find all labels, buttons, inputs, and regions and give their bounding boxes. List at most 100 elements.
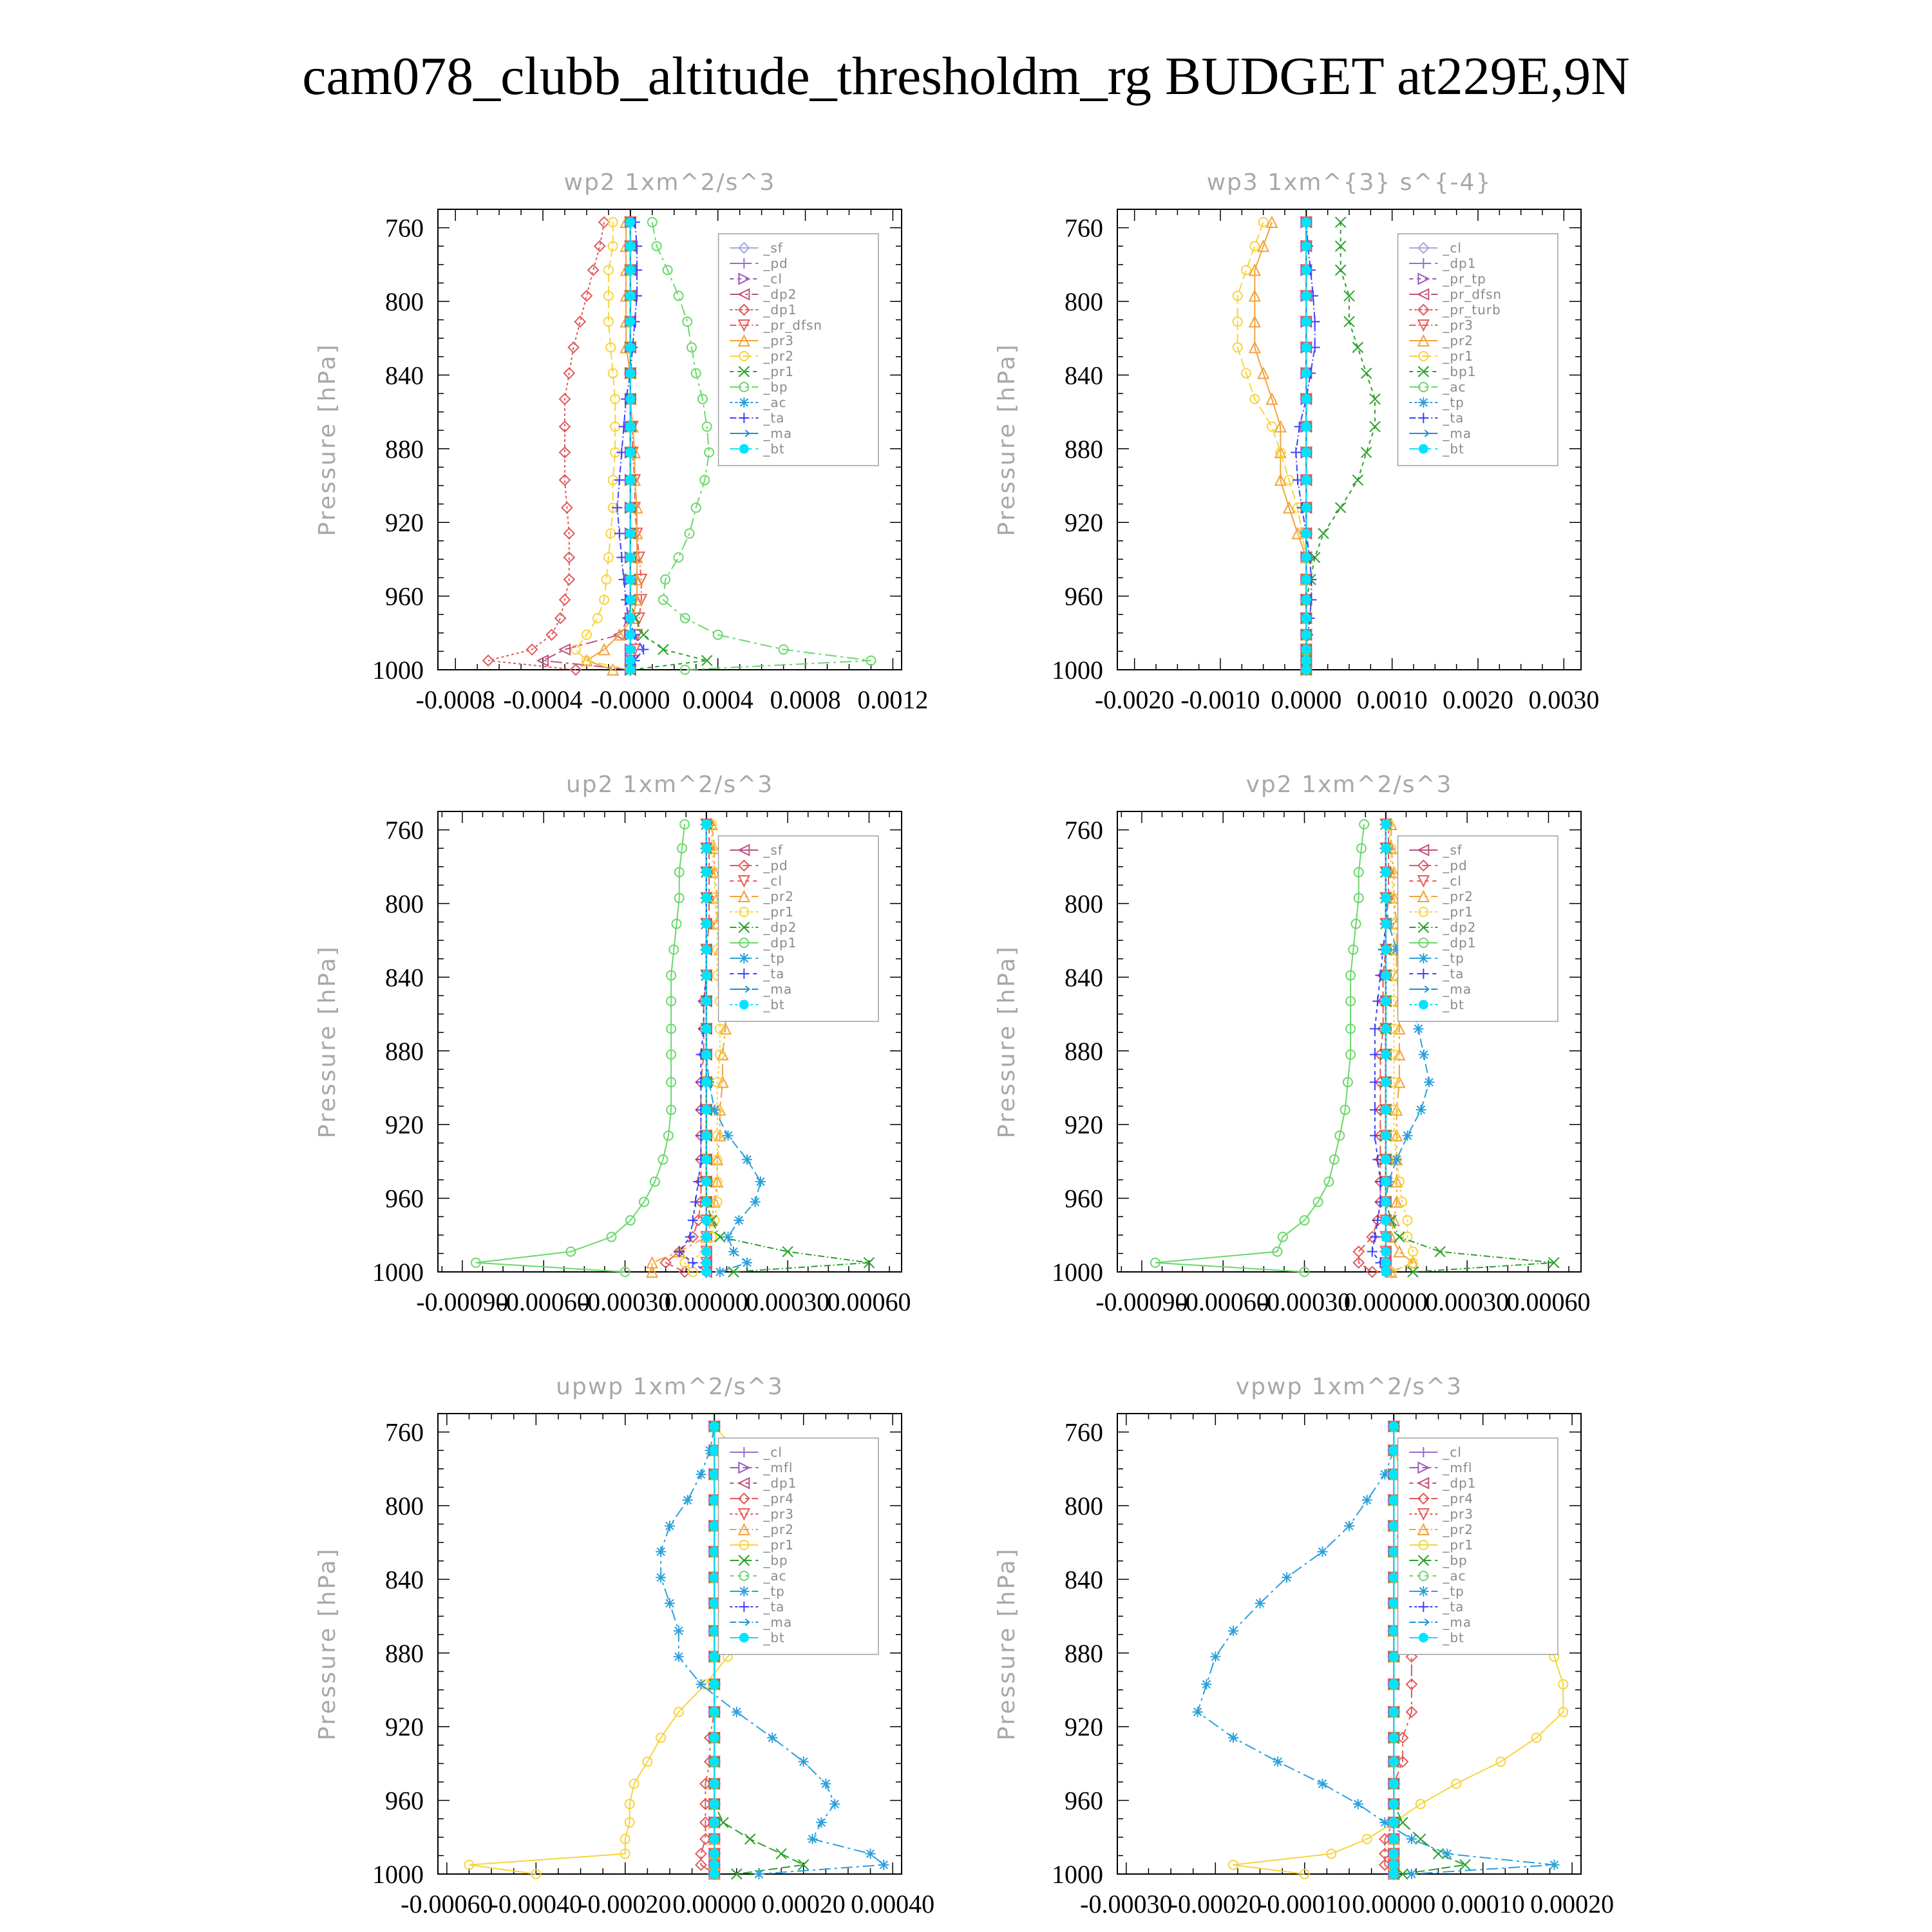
data-point <box>709 1834 719 1844</box>
data-point <box>601 574 612 585</box>
data-point <box>701 1050 712 1060</box>
data-point <box>1301 656 1311 666</box>
legend-marker <box>739 969 750 979</box>
data-point <box>659 1256 672 1269</box>
data-point <box>697 393 708 404</box>
data-point <box>558 446 571 459</box>
data-point <box>687 1215 698 1226</box>
panel-upwp: upwp 1xm^2/s^3 Pressure [hPa] 760 800 840 880… <box>314 1374 934 1918</box>
data-point <box>699 1777 712 1790</box>
data-point <box>1379 1817 1390 1828</box>
data-point <box>1405 1678 1418 1690</box>
legend-marker <box>738 1461 751 1474</box>
y-axis-label: Pressure [hPa] <box>314 945 341 1138</box>
series-pd <box>1352 818 1395 1278</box>
y-tick-label: 960 <box>1065 582 1103 611</box>
data-point <box>1274 420 1287 433</box>
data-point <box>1318 527 1329 540</box>
data-point <box>1241 368 1251 379</box>
data-point <box>1249 241 1260 252</box>
legend-label: _pr1 <box>762 904 794 920</box>
panel-title: vpwp 1xm^2/s^3 <box>1236 1374 1463 1400</box>
data-point <box>1301 217 1311 227</box>
legend-label: _pr1 <box>762 1537 794 1553</box>
panel-wp2: wp2 1xm^2/s^3 Pressure [hPa] 760 800 840 880 9… <box>314 169 928 714</box>
legend-marker <box>1418 999 1428 1010</box>
y-tick-label: 1000 <box>1052 1258 1103 1287</box>
data-point <box>1405 1705 1418 1718</box>
data-point <box>676 843 687 854</box>
data-point <box>1381 945 1391 954</box>
data-point <box>663 1130 674 1141</box>
panel-title: wp2 1xm^2/s^3 <box>564 169 776 196</box>
data-point <box>1393 1075 1406 1088</box>
data-point <box>1344 1520 1354 1531</box>
data-point <box>1407 1246 1418 1257</box>
legend-label: _bt <box>762 1630 785 1645</box>
data-point <box>1424 1077 1435 1088</box>
data-point <box>712 1176 723 1187</box>
data-point <box>1201 1679 1212 1690</box>
data-point <box>1299 1215 1310 1226</box>
x-tick-label: 0.0030 <box>1528 685 1599 714</box>
data-point <box>701 918 712 929</box>
data-point <box>612 502 623 513</box>
y-tick-label: 1000 <box>372 656 424 685</box>
x-tick-label: 0.00030 <box>1425 1287 1509 1316</box>
data-point <box>1434 1245 1446 1258</box>
legend-label: _dp1 <box>762 1475 797 1491</box>
data-point <box>646 1265 659 1278</box>
y-tick-label: 960 <box>385 1786 424 1815</box>
data-point <box>1381 1197 1391 1207</box>
data-point <box>1301 290 1311 301</box>
data-point <box>1388 1732 1399 1743</box>
series-line <box>660 1426 886 1875</box>
data-point <box>1495 1756 1506 1767</box>
legend-label: _ta <box>1442 966 1464 981</box>
data-point <box>1394 1231 1405 1243</box>
data-point <box>1274 473 1287 486</box>
data-point <box>1301 316 1311 327</box>
data-point <box>701 1197 712 1207</box>
legend-marker <box>739 953 750 963</box>
data-point <box>612 629 625 641</box>
data-point <box>1388 1834 1399 1844</box>
legend-marker <box>1418 1602 1429 1612</box>
data-point <box>1459 1859 1471 1871</box>
y-tick-label: 800 <box>385 1492 424 1520</box>
data-point <box>1388 1799 1399 1809</box>
legend-marker <box>739 413 750 423</box>
data-point <box>1283 501 1296 514</box>
data-point <box>1232 342 1243 353</box>
data-point <box>778 644 789 655</box>
series-pr2 <box>1248 215 1312 676</box>
data-point <box>709 1869 719 1879</box>
x-tick-label: -0.00030 <box>1258 1287 1350 1316</box>
data-point <box>607 368 618 379</box>
data-point <box>1397 1817 1408 1828</box>
data-point <box>690 1197 701 1208</box>
legend-marker <box>739 1618 750 1626</box>
data-point <box>1326 1848 1337 1859</box>
data-point <box>1381 1050 1391 1060</box>
x-tick-label: 0.00060 <box>1506 1287 1590 1316</box>
legend-marker <box>1418 1586 1429 1596</box>
data-point <box>673 290 684 301</box>
data-point <box>1381 819 1391 829</box>
legend-label: _pr2 <box>762 1522 794 1537</box>
data-point <box>647 217 658 228</box>
data-point <box>558 421 571 433</box>
data-point <box>1381 918 1391 929</box>
data-point <box>526 643 538 656</box>
data-point <box>658 594 668 605</box>
data-point <box>642 1756 653 1767</box>
series-pr4 <box>695 1420 721 1880</box>
series-dp1 <box>1150 819 1370 1277</box>
data-point <box>610 393 621 404</box>
legend-marker <box>739 985 750 993</box>
data-point <box>625 475 636 485</box>
data-point <box>701 893 712 903</box>
y-tick-label: 920 <box>1065 508 1103 537</box>
data-point <box>1407 1266 1419 1278</box>
data-point <box>1299 1869 1310 1879</box>
